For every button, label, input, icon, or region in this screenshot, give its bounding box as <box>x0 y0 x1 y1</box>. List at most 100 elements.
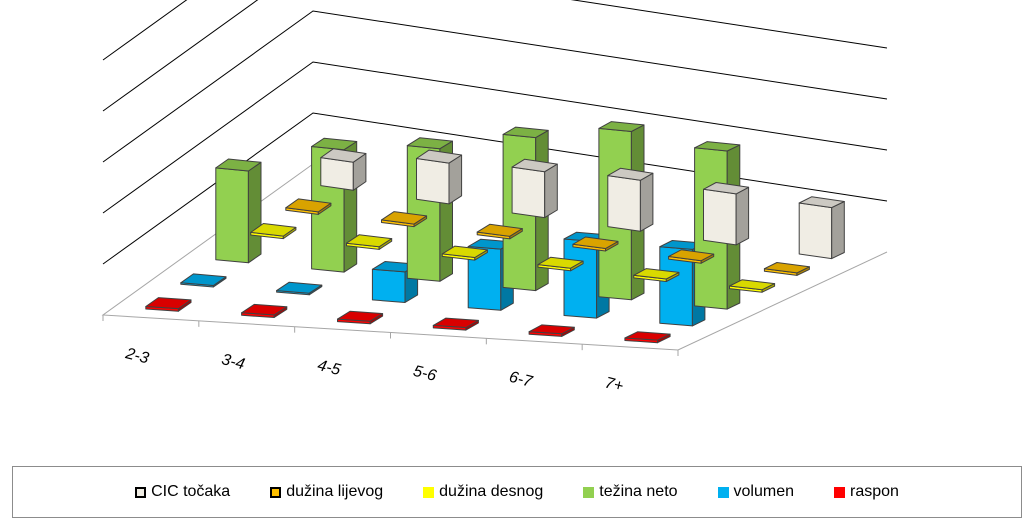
bar-top-face <box>528 324 575 335</box>
bar-top-face <box>537 256 584 269</box>
bar <box>406 137 453 282</box>
bar-top-face <box>250 223 297 237</box>
legend-item: raspon <box>834 483 899 501</box>
bar-front-face <box>215 167 249 264</box>
bar <box>528 324 575 337</box>
bar <box>241 303 288 318</box>
bar-top-face <box>763 262 810 274</box>
bar <box>476 223 523 240</box>
bar-top-face <box>320 148 367 163</box>
bar <box>337 310 384 325</box>
bar <box>798 196 845 260</box>
bar-top-face <box>729 279 776 291</box>
bar-top-face <box>633 268 680 280</box>
bar <box>572 236 619 252</box>
bar-top-face <box>180 273 227 286</box>
bar <box>285 198 332 215</box>
bar-side-face <box>639 172 654 232</box>
bar-top-face <box>285 198 332 213</box>
bar <box>703 182 750 246</box>
bar-top-face <box>511 158 558 173</box>
bar-front-face <box>563 238 598 319</box>
legend-label: dužina lijevog <box>286 483 384 500</box>
category-label: 3-4 <box>220 351 247 373</box>
bar-front-face <box>416 158 450 205</box>
bar <box>729 279 776 293</box>
bar-top-face <box>798 196 845 209</box>
bar-front-face <box>511 166 546 219</box>
legend-swatch <box>583 486 595 498</box>
bar-top-face <box>502 126 549 139</box>
bar <box>441 245 488 261</box>
bar <box>346 234 393 250</box>
bar-top-face <box>145 297 192 310</box>
bar-top-face <box>441 245 488 258</box>
bars <box>145 121 845 344</box>
bar-top-face <box>276 281 323 294</box>
bar-side-face <box>735 186 750 246</box>
bar-front-face <box>798 202 833 260</box>
legend-label: volumen <box>733 483 795 500</box>
category-tick-labels: 2-3 3-4 4-5 5-6 6-7 7+ <box>123 345 625 395</box>
legend-label: raspon <box>850 483 899 500</box>
bar <box>511 158 558 219</box>
legend-item: CIC točaka <box>135 483 230 501</box>
bar-top-face <box>607 167 654 181</box>
chart-plot: 2-3 3-4 4-5 5-6 6-7 7+ <box>101 0 888 395</box>
bar-top-face <box>624 331 671 341</box>
legend-item: dužina desnog <box>423 483 543 501</box>
category-label: 2-3 <box>123 345 151 367</box>
bar <box>381 211 428 228</box>
bar <box>145 297 192 312</box>
bar-top-face <box>241 303 288 316</box>
category-label: 5-6 <box>411 363 438 385</box>
bar-front-face <box>371 268 406 303</box>
bar-top-face <box>406 137 453 150</box>
bar <box>607 167 654 232</box>
bar <box>763 262 810 276</box>
bar <box>320 148 367 191</box>
bar-top-face <box>598 121 645 132</box>
legend-swatch <box>834 486 846 498</box>
bar <box>416 149 463 205</box>
legend-item: dužina lijevog <box>270 483 383 501</box>
bar-side-face <box>544 163 558 219</box>
category-label: 7+ <box>603 374 625 395</box>
legend-swatch <box>270 486 282 498</box>
category-label: 4-5 <box>316 357 343 379</box>
bar-front-face <box>607 175 641 232</box>
category-label: 6-7 <box>507 369 535 391</box>
legend-swatch <box>423 486 435 498</box>
bar-front-face <box>703 188 737 246</box>
bar <box>668 249 715 264</box>
bar <box>624 331 671 344</box>
bar-side-face <box>247 161 262 264</box>
gridline <box>102 0 188 61</box>
bar <box>215 158 262 264</box>
bar-top-face <box>416 149 463 164</box>
legend-item: volumen <box>717 483 795 501</box>
bar-top-face <box>337 310 384 322</box>
bar <box>180 273 227 288</box>
chart-legend: CIC točaka dužina lijevog dužina desnog tež… <box>12 466 1022 518</box>
legend-label: CIC točaka <box>151 483 231 500</box>
bar <box>276 281 323 296</box>
bar-top-face <box>572 236 619 249</box>
legend-swatch <box>135 486 147 498</box>
bar-top-face <box>215 158 262 172</box>
bar-top-face <box>703 182 750 195</box>
bar <box>537 256 584 272</box>
bar-top-face <box>668 249 715 262</box>
bar-front-face <box>320 157 354 191</box>
legend-item: težina neto <box>583 483 678 501</box>
gridline <box>102 61 888 214</box>
bar-top-face <box>346 234 393 248</box>
legend-label: težina neto <box>599 483 678 500</box>
legend-label: dužina desnog <box>439 483 544 500</box>
bar <box>250 223 297 240</box>
bar-top-face <box>694 141 741 152</box>
legend-swatch <box>717 486 729 498</box>
bar-top-face <box>432 317 479 328</box>
bar-side-face <box>831 201 845 260</box>
gridline <box>102 0 888 112</box>
